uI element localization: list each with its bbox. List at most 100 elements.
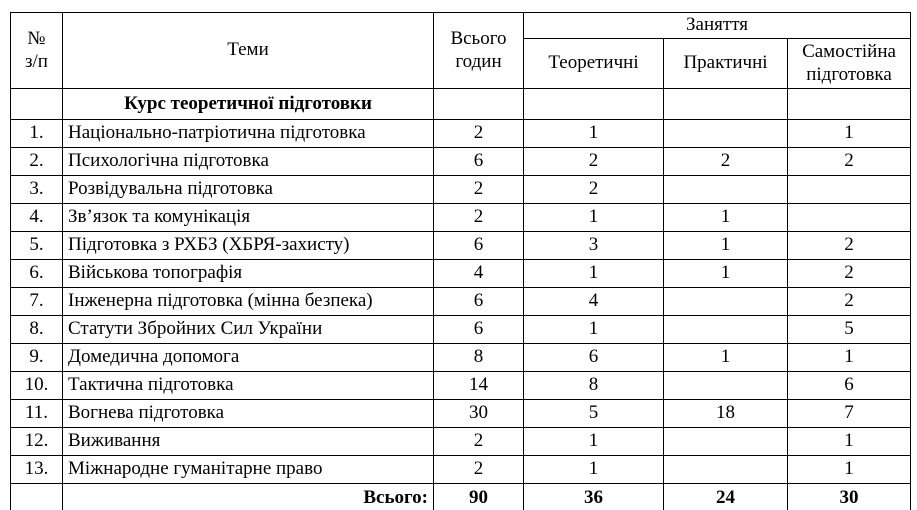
- table-row: 10. Тактична підготовка 14 8 6: [10, 371, 912, 400]
- row-topic-cell: Зв’язок та комунікація: [62, 203, 434, 232]
- row-practical-cell: 1: [663, 231, 788, 260]
- row-number-cell: 13.: [10, 455, 63, 484]
- row-topic-cell: Тактична підготовка: [62, 371, 434, 400]
- row-practical-cell: 1: [663, 203, 788, 232]
- row-number-cell: 8.: [10, 315, 63, 344]
- row-topic-cell: Міжнародне гуманітарне право: [62, 455, 434, 484]
- row-theoretical-cell: 1: [523, 455, 664, 484]
- row-practical-cell: [663, 315, 788, 344]
- row-number-cell: 12.: [10, 427, 63, 456]
- table-row: 4. Зв’язок та комунікація 2 1 1: [10, 203, 912, 232]
- row-number-cell: 3.: [10, 175, 63, 204]
- row-self-study-cell: 6: [786, 371, 912, 400]
- row-theoretical-cell: 3: [523, 231, 664, 260]
- row-self-study-cell: 1: [786, 455, 912, 484]
- table-row: 7. Інженерна підготовка (мінна безпека) …: [10, 287, 912, 316]
- table-row: 9. Домедична допомога 8 6 1 1: [10, 343, 912, 372]
- header-topics: Теми: [62, 12, 434, 89]
- training-plan-table: № з/п Теми Всього годин Заняття Теоретич…: [10, 12, 912, 510]
- row-topic-cell: Національно-патріотична підготовка: [62, 119, 434, 148]
- row-number-cell: 4.: [10, 203, 63, 232]
- row-self-study-cell: 2: [786, 231, 912, 260]
- totals-row: Всього: 90 36 24 30: [10, 483, 912, 510]
- row-topic-cell: Психологічна підготовка: [62, 147, 434, 176]
- row-self-study-cell: 2: [786, 147, 912, 176]
- row-practical-cell: [663, 427, 788, 456]
- row-theoretical-cell: 6: [523, 343, 664, 372]
- table-row: 12. Виживання 2 1 1: [10, 427, 912, 456]
- section-empty-cell: [523, 88, 664, 120]
- table-row: 8. Статути Збройних Сил України 6 1 5: [10, 315, 912, 344]
- row-topic-cell: Домедична допомога: [62, 343, 434, 372]
- row-practical-cell: [663, 455, 788, 484]
- row-self-study-cell: 1: [786, 427, 912, 456]
- row-practical-cell: [663, 175, 788, 204]
- table-row: 2. Психологічна підготовка 6 2 2 2: [10, 147, 912, 176]
- row-total-hours-cell: 8: [433, 343, 524, 372]
- row-topic-cell: Підготовка з РХБЗ (ХБРЯ-захисту): [62, 231, 434, 260]
- table-row: 13. Міжнародне гуманітарне право 2 1 1: [10, 455, 912, 484]
- row-practical-cell: [663, 287, 788, 316]
- row-theoretical-cell: 2: [523, 147, 664, 176]
- table-row: 11. Вогнева підготовка 30 5 18 7: [10, 399, 912, 428]
- row-total-hours-cell: 30: [433, 399, 524, 428]
- header-practical: Практичні: [663, 38, 788, 89]
- row-theoretical-cell: 1: [523, 203, 664, 232]
- row-number-cell: 2.: [10, 147, 63, 176]
- section-num-cell: [10, 88, 63, 120]
- row-self-study-cell: 1: [786, 119, 912, 148]
- header-row-top: № з/п Теми Всього годин Заняття: [10, 12, 912, 89]
- row-practical-cell: 18: [663, 399, 788, 428]
- row-theoretical-cell: 1: [523, 427, 664, 456]
- row-total-hours-cell: 2: [433, 203, 524, 232]
- header-num: № з/п: [10, 12, 63, 89]
- row-number-cell: 9.: [10, 343, 63, 372]
- section-header-body: Курс теоретичної підготовки: [10, 88, 912, 120]
- row-self-study-cell: [786, 203, 912, 232]
- row-total-hours-cell: 14: [433, 371, 524, 400]
- totals-num-cell: [10, 483, 63, 510]
- section-empty-cell: [663, 88, 788, 120]
- row-practical-cell: [663, 371, 788, 400]
- row-number-cell: 5.: [10, 231, 63, 260]
- row-total-hours-cell: 6: [433, 147, 524, 176]
- table-row: 1. Національно-патріотична підготовка 2 …: [10, 119, 912, 148]
- table-row: 3. Розвідувальна підготовка 2 2: [10, 175, 912, 204]
- table-body: 1. Національно-патріотична підготовка 2 …: [10, 119, 912, 484]
- row-theoretical-cell: 1: [523, 315, 664, 344]
- totals-total-hours: 90: [433, 483, 524, 510]
- table-row: 6. Військова топографія 4 1 1 2: [10, 259, 912, 288]
- row-number-cell: 1.: [10, 119, 63, 148]
- header-self-study: Самостійна підготовка: [786, 38, 912, 89]
- row-theoretical-cell: 8: [523, 371, 664, 400]
- row-self-study-cell: 2: [786, 259, 912, 288]
- row-topic-cell: Вогнева підготовка: [62, 399, 434, 428]
- row-self-study-cell: 5: [786, 315, 912, 344]
- row-number-cell: 10.: [10, 371, 63, 400]
- row-self-study-cell: 7: [786, 399, 912, 428]
- row-theoretical-cell: 5: [523, 399, 664, 428]
- section-empty-cell: [786, 88, 912, 120]
- row-number-cell: 6.: [10, 259, 63, 288]
- totals-practical: 24: [663, 483, 788, 510]
- row-number-cell: 11.: [10, 399, 63, 428]
- row-topic-cell: Статути Збройних Сил України: [62, 315, 434, 344]
- row-theoretical-cell: 1: [523, 259, 664, 288]
- header-total-hours: Всього годин: [433, 12, 524, 89]
- header-row-sub: Теоретичні Практичні Самостійна підготов…: [11, 38, 912, 89]
- row-self-study-cell: 2: [786, 287, 912, 316]
- totals-theoretical: 36: [523, 483, 664, 510]
- row-self-study-cell: [786, 175, 912, 204]
- row-total-hours-cell: 4: [433, 259, 524, 288]
- totals-label: Всього:: [62, 483, 434, 510]
- row-total-hours-cell: 2: [433, 175, 524, 204]
- row-number-cell: 7.: [10, 287, 63, 316]
- row-practical-cell: 1: [663, 259, 788, 288]
- row-practical-cell: 1: [663, 343, 788, 372]
- totals-body: Всього: 90 36 24 30: [10, 483, 912, 510]
- section-row: Курс теоретичної підготовки: [10, 88, 912, 120]
- row-total-hours-cell: 2: [433, 119, 524, 148]
- row-practical-cell: 2: [663, 147, 788, 176]
- table-row: 5. Підготовка з РХБЗ (ХБРЯ-захисту) 6 3 …: [10, 231, 912, 260]
